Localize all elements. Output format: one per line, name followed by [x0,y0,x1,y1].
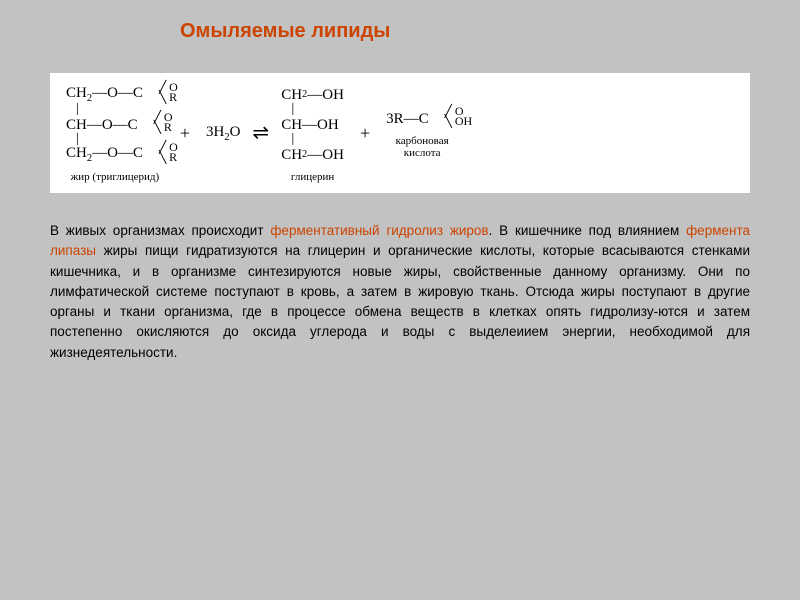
fat-row-1: CH2—O—C [66,86,143,105]
acid-group: ╱ O ╲ OH [431,107,459,126]
equilibrium-arrow: ⇌ [252,128,269,138]
molecule-fat: CH2—O—C ╱ O ╲ R │ CH—O—C ╱ O ╲ R [66,83,164,183]
fat-row-3: CH2—O—C [66,146,143,165]
water-term: 3H2O [206,124,240,143]
fat-label: жир (триглицерид) [71,171,159,183]
ester-group-3: ╱ O ╲ R [145,143,164,162]
body-post1: . В кишечнике под влиянием [489,223,687,238]
molecule-acid: 3R—C ╱ O ╲ OH карбоновая кислота [386,107,458,159]
reaction-row: CH2—O—C ╱ O ╲ R │ CH—O—C ╱ O ╲ R [66,83,734,183]
body-paragraph: В живых организмах происходит ферментати… [50,221,750,363]
slide-container: Омыляемые липиды CH2—O—C ╱ O ╲ R │ CH—O—… [0,0,800,600]
molecule-glycerol: CH2—OH │ CH—OH │ CH2—OH глицерин [281,83,344,183]
plus-1: + [176,123,194,144]
gly-row-3: CH2—OH [281,143,344,167]
fat-row-2: CH—O—C [66,118,138,133]
reaction-diagram: CH2—O—C ╱ O ╲ R │ CH—O—C ╱ O ╲ R [50,73,750,193]
ester-group-2: ╱ O ╲ R [140,113,159,132]
body-hl1: ферментативный гидролиз жиров [270,223,488,238]
acid-label: карбоновая кислота [396,135,449,159]
body-pre1: В живых организмах происходит [50,223,270,238]
body-post2: жиры пищи гидратизуются на глицерин и ор… [50,243,750,359]
plus-2: + [356,123,374,144]
glycerol-label: глицерин [291,171,334,183]
acid-formula: 3R—C [386,112,429,127]
ester-group-1: ╱ O ╲ R [145,83,164,102]
slide-title: Омыляемые липиды [180,20,750,43]
